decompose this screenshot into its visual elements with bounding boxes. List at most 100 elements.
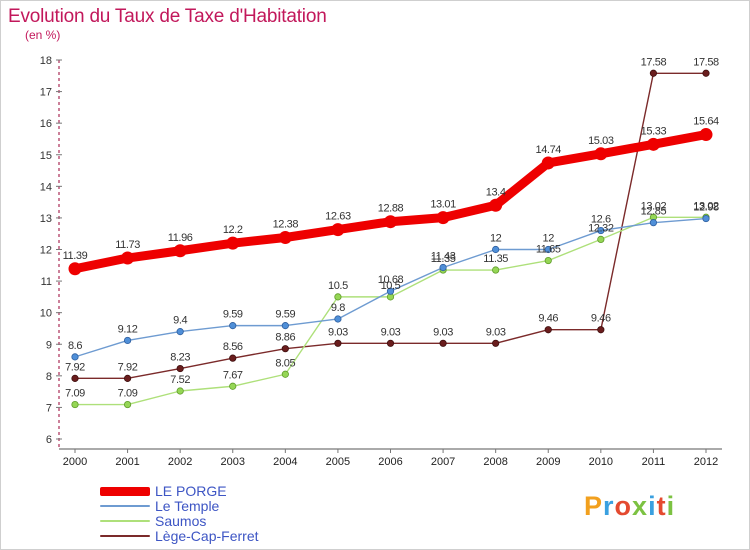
data-label-l-ge-cap-ferret: 7.92 (65, 361, 85, 373)
data-label-le-porge: 12.38 (273, 218, 299, 230)
x-tick-label: 2007 (431, 456, 455, 468)
data-point-le-temple (597, 226, 605, 235)
x-tick-label: 2010 (589, 456, 613, 468)
data-label-le-temple: 9.59 (223, 309, 243, 321)
y-tick-label: 12 (40, 245, 52, 257)
x-tick-label: 2005 (326, 456, 350, 468)
data-point-saumos (123, 400, 132, 409)
data-label-saumos: 7.09 (65, 388, 85, 400)
data-point-saumos (544, 256, 552, 265)
x-tick-label: 2004 (273, 456, 297, 468)
data-label-le-temple: 12.85 (641, 206, 667, 218)
legend-item-lege-cap-ferret: Lège-Cap-Ferret (100, 529, 320, 544)
data-point-le-temple (702, 214, 710, 223)
data-label-l-ge-cap-ferret: 9.03 (486, 326, 506, 338)
data-point-le-temple (229, 322, 237, 330)
data-point-saumos (492, 266, 500, 274)
data-label-le-porge: 12.88 (378, 203, 404, 215)
y-tick-label: 13 (40, 213, 52, 225)
y-tick-label: 16 (40, 118, 52, 130)
series-layer (68, 69, 713, 409)
data-label-le-porge: 11.39 (63, 250, 88, 262)
x-tick-label: 2001 (115, 456, 139, 468)
legend-item-saumos: Saumos (100, 514, 320, 529)
data-point-saumos (334, 293, 342, 301)
data-label-saumos: 7.52 (170, 374, 190, 386)
x-tick-label: 2009 (536, 456, 560, 468)
data-point-le-temple (123, 336, 132, 345)
legend-item-le-porge: LE PORGE (100, 484, 320, 499)
data-point-l-ge-cap-ferret (123, 374, 132, 382)
data-label-le-porge: 15.64 (693, 116, 719, 128)
proxiti-logo: Proxiti (584, 491, 675, 522)
data-label-saumos: 11.35 (483, 253, 508, 265)
data-point-le-porge (331, 223, 345, 237)
logo-letter: i (648, 491, 657, 521)
data-label-l-ge-cap-ferret: 17.58 (693, 56, 719, 68)
data-label-saumos: 11.35 (431, 253, 456, 265)
data-point-saumos (281, 370, 289, 378)
data-label-l-ge-cap-ferret: 9.46 (591, 313, 611, 325)
legend: LE PORGE Le Temple Saumos Lège-Cap-Ferre… (100, 484, 320, 544)
data-point-saumos (71, 400, 79, 409)
data-label-le-porge: 14.74 (535, 144, 561, 156)
data-label-le-porge: 12.2 (223, 224, 243, 236)
data-label-le-temple: 12 (543, 233, 555, 245)
data-label-le-porge: 13.01 (430, 199, 456, 211)
data-point-l-ge-cap-ferret (281, 345, 289, 353)
data-label-le-temple: 11.43 (431, 251, 456, 263)
data-point-saumos (229, 382, 237, 390)
data-label-le-porge: 13.4 (486, 186, 506, 198)
data-label-saumos: 8.05 (275, 357, 295, 369)
x-tick-label: 2011 (642, 456, 666, 468)
data-label-saumos: 13.02 (641, 200, 667, 212)
data-label-le-temple: 12.6 (591, 214, 611, 226)
data-label-saumos: 10.5 (328, 280, 348, 292)
data-point-le-porge (594, 147, 608, 161)
data-point-le-porge (489, 198, 503, 212)
data-point-le-porge (646, 137, 660, 151)
data-point-le-temple (649, 219, 658, 227)
data-label-le-porge: 12.63 (325, 211, 351, 223)
data-labels-layer: 11.39 11.73 11.96 12.2 12.38 12.63 12.88 13.01 1… (63, 56, 720, 400)
logo-letter: o (614, 491, 633, 521)
data-label-l-ge-cap-ferret: 7.92 (118, 361, 138, 373)
data-point-le-temple (439, 263, 447, 272)
y-tick-label: 9 (46, 339, 52, 351)
data-point-l-ge-cap-ferret (544, 326, 552, 334)
data-label-saumos: 7.09 (118, 388, 138, 400)
data-point-le-temple (492, 245, 500, 254)
data-point-le-temple (281, 322, 289, 330)
y-tick-label: 17 (40, 87, 52, 99)
x-tick-label: 2002 (168, 456, 192, 468)
data-point-l-ge-cap-ferret (229, 354, 237, 362)
data-label-le-temple: 12.98 (693, 202, 719, 214)
legend-swatch-saumos (100, 520, 150, 522)
data-label-le-temple: 12 (490, 233, 502, 245)
data-point-le-porge (226, 236, 240, 250)
data-label-l-ge-cap-ferret: 8.23 (170, 352, 190, 364)
data-label-le-temple: 8.6 (68, 340, 82, 352)
data-point-l-ge-cap-ferret (176, 364, 184, 373)
x-tick-label: 2008 (483, 456, 507, 468)
data-point-le-porge (436, 211, 450, 225)
data-point-l-ge-cap-ferret (439, 339, 447, 347)
data-label-saumos: 13.02 (693, 200, 719, 212)
data-label-le-temple: 9.4 (173, 315, 187, 327)
data-label-l-ge-cap-ferret: 9.03 (328, 326, 348, 338)
axes: 6 7 8 9 10 11 12 13 14 15 16 17 18 2000 2001 2002 2003 20… (40, 55, 722, 468)
data-point-le-temple (544, 245, 552, 254)
data-point-l-ge-cap-ferret (492, 339, 500, 347)
data-label-l-ge-cap-ferret: 9.03 (381, 326, 401, 338)
data-point-saumos (597, 235, 605, 243)
legend-swatch-le-porge (100, 487, 150, 496)
data-label-saumos: 11.65 (536, 244, 561, 256)
legend-label-saumos: Saumos (155, 513, 207, 529)
logo-letter: P (584, 491, 604, 521)
legend-swatch-le-temple (100, 505, 150, 507)
data-label-le-porge: 15.03 (588, 135, 614, 147)
data-point-le-temple (176, 328, 184, 336)
x-tick-label: 2003 (221, 456, 245, 468)
data-label-le-temple: 9.59 (275, 309, 295, 321)
